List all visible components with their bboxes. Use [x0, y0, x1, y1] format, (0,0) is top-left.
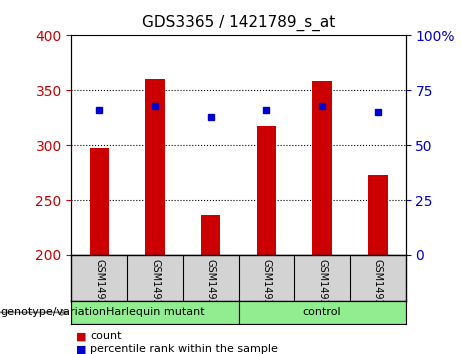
Text: GSM149360: GSM149360 [95, 258, 104, 318]
Text: Harlequin mutant: Harlequin mutant [106, 307, 204, 318]
Bar [89, 148, 109, 255]
Text: GSM149362: GSM149362 [206, 258, 216, 318]
Bar [145, 79, 165, 255]
Bar [201, 215, 220, 255]
Bar [71, 301, 239, 324]
Text: genotype/variation: genotype/variation [0, 307, 106, 318]
Text: percentile rank within the sample: percentile rank within the sample [90, 344, 278, 354]
Text: count: count [90, 331, 121, 341]
Text: GSM149363: GSM149363 [261, 258, 272, 318]
Bar [257, 126, 276, 255]
Text: GSM149364: GSM149364 [317, 258, 327, 318]
Text: ■: ■ [76, 331, 87, 341]
Text: control: control [303, 307, 342, 318]
Text: GSM149365: GSM149365 [373, 258, 383, 318]
Bar [313, 81, 332, 255]
Text: GSM149361: GSM149361 [150, 258, 160, 318]
Title: GDS3365 / 1421789_s_at: GDS3365 / 1421789_s_at [142, 15, 335, 31]
Bar [238, 301, 406, 324]
Text: ■: ■ [76, 344, 87, 354]
Bar [368, 175, 388, 255]
